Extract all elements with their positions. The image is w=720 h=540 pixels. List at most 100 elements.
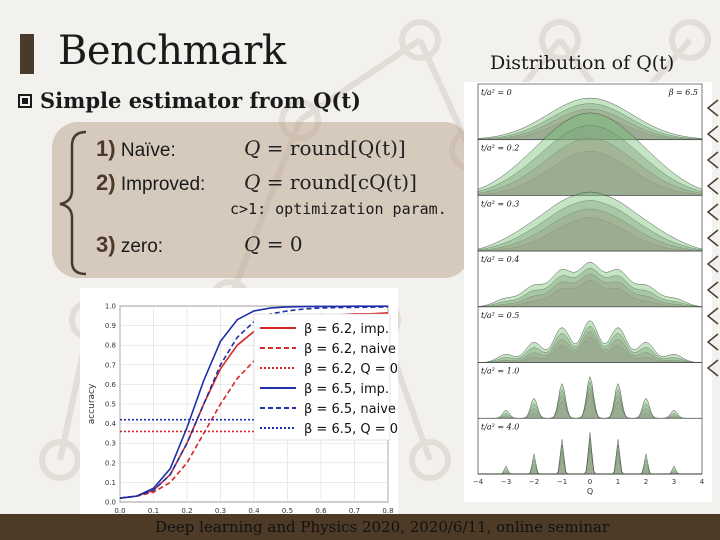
x-tick-label: 0.7 [349, 507, 360, 515]
accuracy-chart-container: 0.0 0.1 0.2 0.3 0.4 0.5 0.6 0.7 0.8 0.0 0.1 0.2 0.3 0… [80, 288, 398, 526]
x-axis-label: Q [587, 487, 593, 496]
histogram-series [477, 208, 703, 252]
legend-label: β = 6.2, naive [304, 342, 396, 357]
x-tick-label: −4 [473, 478, 484, 486]
accuracy-chart: 0.0 0.1 0.2 0.3 0.4 0.5 0.6 0.7 0.8 0.0 0.1 0.2 0.3 0… [87, 303, 398, 526]
formula-eq: = [260, 232, 290, 256]
formula-eq: = [260, 170, 290, 194]
histogram-series [477, 138, 703, 196]
histogram-series [478, 432, 702, 475]
estimator-panel [52, 122, 470, 278]
legend-box [253, 313, 391, 441]
legend-label: β = 6.5, naive [304, 402, 396, 417]
distribution-chart-container: t/a² = 0 β = 6.5 t/a² = 0.2 t/a² = 0.3 t/a² … [464, 82, 712, 502]
x-tick-label: 0.3 [215, 507, 226, 515]
histogram-panel [477, 417, 703, 475]
x-tick-label: 0.0 [114, 507, 125, 515]
histogram-series [477, 326, 703, 363]
histogram-series [477, 108, 703, 140]
formula-zero: Q = 0 [244, 232, 303, 256]
item-label: zero: [120, 236, 164, 257]
x-tick-label: 0.1 [148, 507, 159, 515]
y-tick-label: 0.9 [105, 322, 116, 330]
histogram-panel [477, 83, 703, 141]
x-tick-label: 4 [700, 478, 705, 486]
histogram-series [477, 262, 703, 308]
distribution-title: Distribution of Q(t) [490, 52, 675, 74]
panel-label: t/a² = 4.0 [481, 422, 519, 431]
histogram-panel [477, 195, 703, 252]
histogram-series [477, 280, 703, 308]
formula-eq: = [260, 136, 290, 160]
panel-label: t/a² = 1.0 [481, 367, 519, 376]
bullet-row: Simple estimator from Q(t) [18, 88, 361, 113]
distribution-chart: t/a² = 0 β = 6.5 t/a² = 0.2 t/a² = 0.3 t/a² … [473, 83, 705, 496]
x-tick-label: 0 [588, 478, 592, 486]
formula-improved: Q = round[cQ(t)] [244, 170, 417, 194]
page-title: Benchmark [58, 28, 286, 74]
histogram-series [477, 97, 703, 140]
checkbox-bullet-icon [18, 93, 32, 108]
y-tick-label: 0.1 [105, 479, 116, 487]
estimator-item-improved: 2) Improved: [96, 170, 205, 196]
panel-label: t/a² = 0.4 [481, 255, 519, 264]
formula-naive: Q = round[Q(t)] [244, 136, 406, 160]
item-number: 2) [96, 170, 116, 195]
histogram-panel [477, 250, 703, 308]
x-tick-label: 0.5 [282, 507, 293, 515]
histogram-series [477, 267, 703, 308]
estimator-item-naive: 1) Naïve: [96, 136, 176, 162]
formula-arg: 0 [289, 232, 303, 256]
histogram-panel [477, 306, 703, 363]
histogram-series [477, 200, 703, 252]
y-tick-label: 0.3 [105, 440, 116, 448]
x-tick-label: 3 [672, 478, 676, 486]
formula-arg: [cQ(t)] [350, 170, 417, 194]
formula-lhs: Q [244, 136, 261, 160]
estimator-item-zero: 3) zero: [96, 232, 163, 258]
histogram-series [477, 217, 703, 252]
y-tick-label: 0.6 [105, 381, 117, 389]
legend-label: β = 6.2, imp. [304, 322, 389, 337]
series-line [119, 305, 388, 499]
histogram-panel [477, 139, 703, 196]
x-tick-label: 1 [616, 478, 620, 486]
histogram-series [477, 103, 703, 140]
legend-label: β = 6.2, Q = 0 [304, 362, 398, 377]
y-tick-label: 0.2 [105, 459, 116, 467]
histogram-series [477, 320, 703, 363]
x-tick-label: 0.4 [248, 507, 260, 515]
y-tick-label: 0.5 [105, 401, 116, 409]
y-tick-label: 0.7 [105, 361, 116, 369]
x-tick-label: −1 [557, 478, 567, 486]
histogram-series [477, 331, 703, 363]
optimization-note: c>1: optimization param. [230, 200, 447, 218]
panel-label: t/a² = 0.5 [481, 311, 519, 320]
histogram-series [477, 151, 703, 196]
histogram-series [477, 112, 703, 196]
y-axis-label: accuracy [87, 383, 97, 424]
panel-label: t/a² = 0.3 [481, 199, 519, 208]
formula-fn: round [289, 170, 351, 194]
bullet-text: Simple estimator from Q(t) [40, 88, 361, 113]
item-label: Improved: [120, 174, 206, 195]
footer-bar [0, 514, 720, 540]
legend-label: β = 6.5, Q = 0 [304, 422, 398, 437]
x-tick-label: 0.6 [315, 507, 327, 515]
histogram-series [477, 125, 703, 196]
beta-label: β = 6.5 [668, 88, 698, 97]
panel-label: t/a² = 0.2 [481, 144, 519, 153]
x-tick-label: 0.2 [181, 507, 192, 515]
x-tick-label: −3 [501, 478, 511, 486]
histogram-series [477, 191, 703, 252]
histogram-series [477, 274, 703, 308]
histogram-series [477, 337, 703, 363]
y-tick-label: 0.0 [105, 499, 116, 507]
formula-fn: round [289, 136, 351, 160]
formula-lhs: Q [244, 232, 261, 256]
formula-arg: [Q(t)] [350, 136, 406, 160]
formula-lhs: Q [244, 170, 261, 194]
panel-label: t/a² = 0 [481, 88, 512, 97]
title-accent-bar [20, 34, 34, 74]
